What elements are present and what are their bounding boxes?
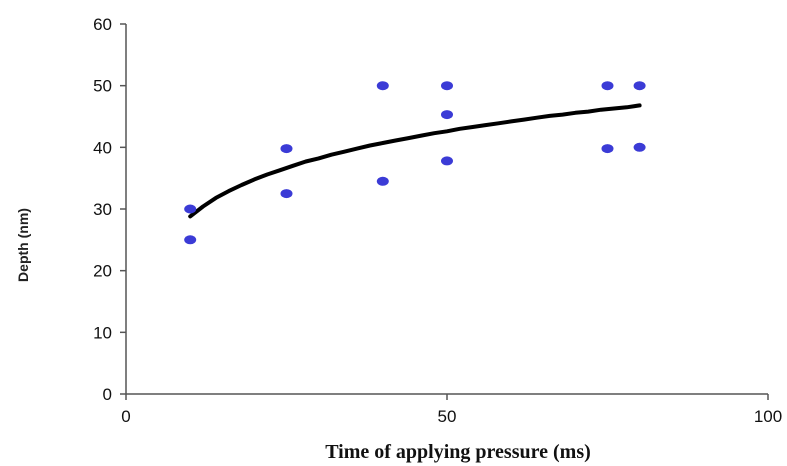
- x-tick-label: 50: [438, 407, 457, 426]
- y-tick-label: 20: [93, 262, 112, 281]
- data-point: [601, 144, 614, 154]
- x-tick-label: 100: [754, 407, 782, 426]
- x-axis-label: Time of applying pressure (ms): [325, 441, 591, 463]
- data-point: [280, 144, 293, 154]
- y-tick-label: 50: [93, 77, 112, 96]
- data-point: [280, 189, 293, 199]
- data-point: [601, 81, 614, 91]
- data-point: [441, 156, 453, 166]
- data-point: [184, 235, 197, 245]
- trendline-group: [188, 103, 642, 219]
- y-tick-label: 0: [103, 385, 112, 404]
- y-axis-ticks: 0 10 20 30 40 50 60: [93, 15, 126, 404]
- data-point: [376, 81, 389, 91]
- data-point: [376, 176, 389, 186]
- x-tick-label: 0: [121, 407, 130, 426]
- y-axis-label: Depth (nm): [15, 208, 31, 282]
- data-point: [441, 81, 453, 91]
- x-axis-ticks: 0 50 100: [121, 394, 782, 426]
- y-tick-label: 10: [93, 323, 112, 342]
- data-point: [184, 204, 197, 214]
- data-points: [184, 81, 646, 245]
- y-tick-label: 60: [93, 15, 112, 34]
- y-tick-label: 40: [93, 138, 112, 157]
- y-tick-label: 30: [93, 200, 112, 219]
- trendline: [188, 103, 642, 219]
- axes: [125, 24, 768, 395]
- data-point: [441, 110, 453, 120]
- data-point: [633, 81, 646, 91]
- data-point: [633, 142, 646, 152]
